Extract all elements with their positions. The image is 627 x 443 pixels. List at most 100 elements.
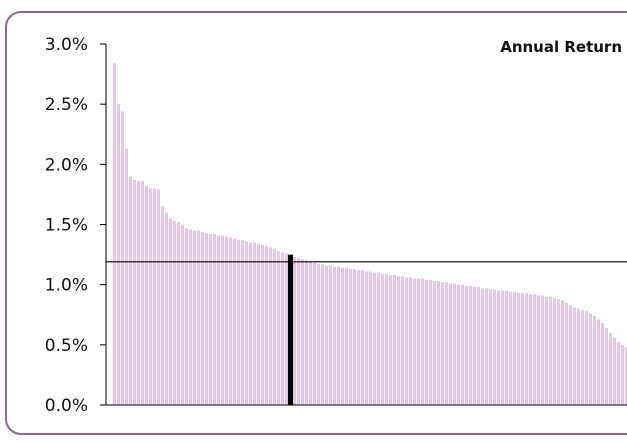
bar xyxy=(121,111,124,406)
bar xyxy=(373,272,376,405)
bar xyxy=(581,309,584,405)
bar xyxy=(477,287,480,405)
bar xyxy=(597,319,600,405)
bar xyxy=(265,246,268,405)
bar xyxy=(561,300,564,405)
bar xyxy=(369,271,372,405)
bar xyxy=(165,212,168,405)
bar xyxy=(189,229,192,405)
y-tick-label: 0.5% xyxy=(45,336,88,356)
bar xyxy=(545,296,548,405)
bar xyxy=(269,247,272,405)
bar xyxy=(433,281,436,405)
bar xyxy=(393,275,396,405)
bar xyxy=(465,285,468,405)
bar xyxy=(365,271,368,405)
bar xyxy=(501,290,504,405)
bar xyxy=(329,265,332,405)
bar xyxy=(585,311,588,405)
bar xyxy=(181,224,184,405)
bar xyxy=(533,294,536,405)
y-tick-label: 1.5% xyxy=(45,216,88,236)
bar xyxy=(245,241,248,405)
bar xyxy=(601,323,604,405)
bar xyxy=(129,176,132,405)
bar xyxy=(493,289,496,405)
bar xyxy=(461,284,464,405)
bar xyxy=(425,279,428,405)
bar xyxy=(613,337,616,405)
bar xyxy=(445,282,448,405)
bar xyxy=(357,270,360,405)
bar xyxy=(573,307,576,405)
bar xyxy=(537,295,540,405)
bar xyxy=(381,273,384,405)
bar xyxy=(509,291,512,405)
bar xyxy=(401,276,404,405)
y-tick-label: 3.0% xyxy=(45,35,88,55)
bar xyxy=(205,232,208,405)
bar xyxy=(225,236,228,405)
bar xyxy=(157,189,160,405)
bar xyxy=(449,283,452,405)
bar xyxy=(305,260,308,405)
bar xyxy=(457,284,460,405)
bar xyxy=(341,267,344,405)
bar xyxy=(353,269,356,405)
bar xyxy=(229,237,232,405)
bar xyxy=(593,315,596,405)
bar xyxy=(413,278,416,405)
bar xyxy=(217,235,220,405)
bar xyxy=(297,258,300,405)
y-tick-label: 1.0% xyxy=(45,276,88,296)
bar xyxy=(325,265,328,405)
bar xyxy=(513,291,516,405)
y-tick-label: 2.5% xyxy=(45,95,88,115)
bar xyxy=(277,250,280,405)
bars-group xyxy=(113,63,627,406)
bar xyxy=(201,231,204,405)
bar xyxy=(149,188,152,405)
bar xyxy=(549,296,552,405)
bar xyxy=(253,242,256,405)
bar xyxy=(141,181,144,405)
bar xyxy=(133,179,136,405)
y-tick-label: 0.0% xyxy=(45,396,88,416)
bar xyxy=(169,218,172,405)
bar xyxy=(389,275,392,405)
bar xyxy=(249,242,252,405)
bar xyxy=(313,263,316,405)
bar xyxy=(193,230,196,405)
bar xyxy=(517,293,520,405)
bar xyxy=(161,206,164,405)
bar xyxy=(557,299,560,405)
bar xyxy=(481,288,484,405)
bar xyxy=(529,294,532,405)
bar xyxy=(137,181,140,405)
bar xyxy=(577,308,580,405)
bar xyxy=(333,266,336,405)
bar xyxy=(441,282,444,405)
bar xyxy=(429,279,432,405)
bar xyxy=(209,234,212,405)
bar xyxy=(565,302,568,405)
bar xyxy=(385,273,388,405)
bar xyxy=(437,281,440,405)
bar xyxy=(521,293,524,405)
bar xyxy=(113,63,116,406)
bar xyxy=(233,238,236,405)
bar xyxy=(321,264,324,405)
bar xyxy=(273,248,276,405)
bar xyxy=(609,332,612,405)
bar xyxy=(153,188,156,405)
bar xyxy=(409,277,412,405)
bar xyxy=(485,288,488,405)
bar xyxy=(317,264,320,405)
bar xyxy=(145,185,148,405)
bar xyxy=(117,104,120,406)
bar xyxy=(185,228,188,405)
bar xyxy=(349,269,352,405)
y-ticks: 0.0% 0.5% 1.0% 1.5% 2.0% 2.5% 3.0% xyxy=(45,35,106,416)
bar xyxy=(301,259,304,405)
bar xyxy=(237,240,240,405)
